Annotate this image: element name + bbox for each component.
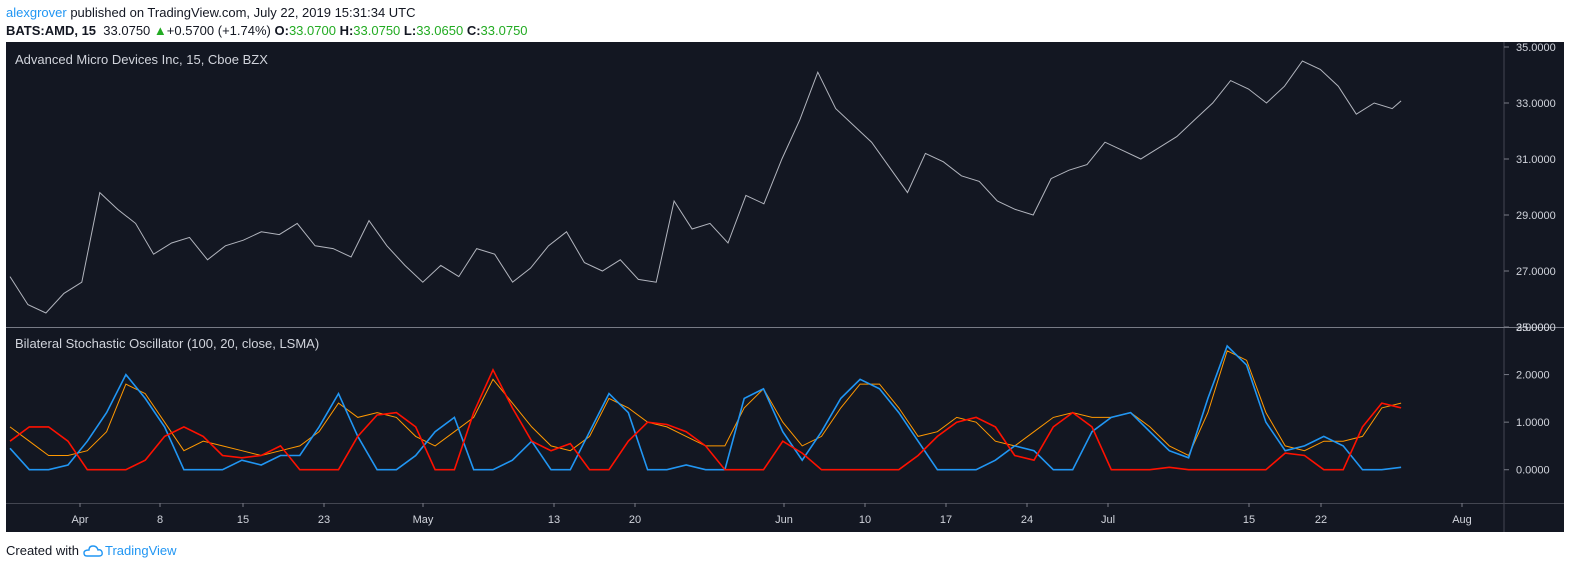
price-line	[9, 60, 1402, 314]
chart-container[interactable]: Advanced Micro Devices Inc, 15, Cboe BZX…	[6, 42, 1564, 532]
time-tick-label: 15	[1243, 514, 1255, 526]
price-tick-label: 31.0000	[1516, 154, 1556, 166]
symbol-label: BATS:AMD, 15	[6, 23, 97, 38]
close-label: C:	[466, 23, 481, 38]
cloud-icon	[83, 544, 103, 557]
price-tick-label: 35.0000	[1516, 42, 1556, 54]
time-tick-label: 20	[629, 514, 641, 526]
high-value: 33.0750	[353, 23, 401, 38]
publish-line: alexgrover published on TradingView.com,…	[6, 4, 528, 22]
oscillator-series	[9, 344, 1402, 471]
chart-canvas[interactable]: Advanced Micro Devices Inc, 15, Cboe BZX…	[6, 42, 1564, 532]
price-change: +0.5700 (+1.74%)	[166, 23, 271, 38]
oscillator-red-line	[9, 367, 1402, 471]
time-tick-label: 10	[859, 514, 871, 526]
oscillator-pane-title: Bilateral Stochastic Oscillator (100, 20…	[15, 336, 319, 351]
price-pane-title: Advanced Micro Devices Inc, 15, Cboe BZX	[15, 52, 268, 67]
up-arrow-icon: ▲	[153, 23, 167, 38]
time-tick-label: 8	[157, 514, 163, 526]
quote-line: BATS:AMD, 15 33.0750 ▲+0.5700 (+1.74%) O…	[6, 22, 528, 40]
price-tick-label: 29.0000	[1516, 210, 1556, 222]
open-value: 33.0700	[288, 23, 336, 38]
publish-info: published on TradingView.com, July 22, 2…	[66, 5, 416, 20]
time-tick-label: Jun	[775, 514, 793, 526]
price-tick-label: 33.0000	[1516, 98, 1556, 110]
chart-header: alexgrover published on TradingView.com,…	[6, 4, 528, 40]
oscillator-axis[interactable]: 3.0000 2.0000 1.0000 0.0000	[1504, 322, 1550, 477]
oscillator-blue-line	[9, 344, 1402, 471]
oscillator-tick-label: 1.0000	[1516, 417, 1550, 429]
time-tick-label: Jul	[1101, 514, 1115, 526]
tradingview-logo[interactable]: TradingView	[83, 543, 177, 558]
footer: Created with TradingView	[6, 543, 177, 558]
tradingview-brand[interactable]: TradingView	[104, 543, 177, 558]
price-axis[interactable]: 35.0000 33.0000 31.0000 29.0000 27.0000 25.00…	[1504, 42, 1556, 334]
price-series	[9, 60, 1402, 314]
oscillator-tick-label: 3.0000	[1516, 322, 1550, 334]
last-price: 33.0750	[103, 23, 151, 38]
open-label: O:	[274, 23, 289, 38]
low-label: L:	[403, 23, 417, 38]
created-with-label: Created with	[6, 543, 79, 558]
time-tick-label: May	[413, 514, 434, 526]
price-tick-label: 27.0000	[1516, 266, 1556, 278]
time-tick-label: 24	[1021, 514, 1033, 526]
time-tick-label: Apr	[71, 514, 88, 526]
author-link[interactable]: alexgrover	[6, 5, 67, 20]
high-label: H:	[339, 23, 354, 38]
time-tick-label: 15	[237, 514, 249, 526]
oscillator-signal-line	[9, 350, 1402, 457]
price-tick-label: 25.0000	[1516, 322, 1556, 334]
close-value: 33.0750	[480, 23, 528, 38]
low-value: 33.0650	[416, 23, 464, 38]
time-tick-label: Aug	[1452, 514, 1472, 526]
oscillator-tick-label: 0.0000	[1516, 465, 1550, 477]
time-tick-label: 23	[318, 514, 330, 526]
chart-frame	[6, 42, 1564, 532]
time-tick-label: 13	[548, 514, 560, 526]
time-axis[interactable]: Apr 8 15 23 May 13 20 Jun 10 17 24 Jul 15 22 Aug	[71, 503, 1472, 526]
time-tick-label: 22	[1315, 514, 1327, 526]
time-tick-label: 17	[940, 514, 952, 526]
oscillator-tick-label: 2.0000	[1516, 370, 1550, 382]
